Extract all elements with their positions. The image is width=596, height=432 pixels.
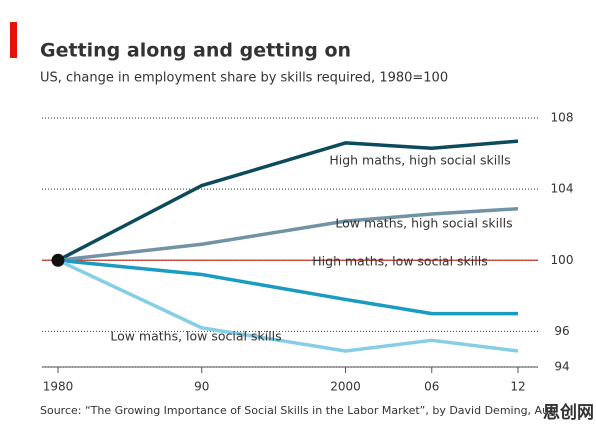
- y-tick-label: 100: [551, 253, 574, 267]
- series-line: [57, 139, 519, 262]
- y-tick-label: 94: [554, 360, 569, 374]
- brand-marker: [10, 22, 17, 58]
- chart-title: Getting along and getting on: [40, 40, 351, 62]
- series-label: High maths, low social skills: [312, 254, 487, 269]
- origin-dot: [51, 253, 65, 267]
- x-tick-label: 06: [424, 380, 439, 394]
- y-tick-label: 108: [551, 111, 574, 125]
- series-line: [57, 206, 519, 263]
- series-label: Low maths, high social skills: [335, 216, 512, 231]
- x-tick-label: 12: [510, 380, 525, 394]
- series-label: Low maths, low social skills: [110, 329, 281, 344]
- x-tick-label: 1980: [43, 380, 74, 394]
- series-line: [57, 258, 518, 316]
- y-tick-label: 96: [554, 324, 569, 338]
- series-line: [57, 258, 519, 353]
- series-label: High maths, high social skills: [329, 153, 510, 168]
- source: Source: “The Growing Importance of Socia…: [40, 404, 556, 417]
- watermark: 思创网: [543, 402, 594, 423]
- x-tick-label: 90: [194, 380, 209, 394]
- y-tick-label: 104: [551, 182, 574, 196]
- x-tick-label: 2000: [330, 380, 361, 394]
- chart-subtitle: US, change in employment share by skills…: [40, 71, 448, 86]
